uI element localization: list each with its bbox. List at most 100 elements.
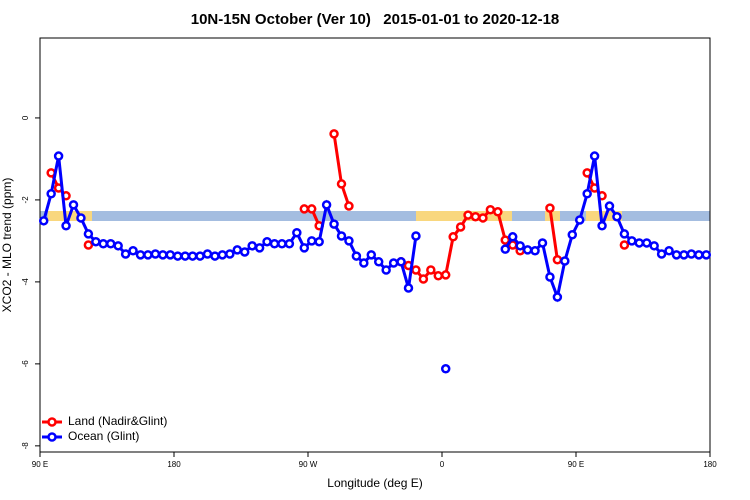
point: [202, 249, 213, 259]
point: [694, 250, 704, 260]
point: [239, 247, 250, 257]
point: [545, 272, 555, 282]
point: [105, 239, 116, 249]
point: [172, 251, 183, 261]
point: [76, 213, 86, 223]
point: [522, 245, 533, 255]
point: [582, 189, 592, 199]
x-tick-label: 180: [167, 460, 181, 469]
point: [306, 204, 317, 214]
point: [545, 203, 555, 213]
point: [381, 265, 391, 275]
point: [336, 231, 347, 241]
point: [195, 251, 205, 261]
point: [91, 236, 101, 247]
point: [83, 240, 94, 250]
point: [426, 265, 436, 275]
point: [619, 240, 630, 250]
point: [158, 250, 168, 260]
point: [679, 250, 689, 260]
point: [701, 250, 712, 260]
point: [165, 250, 176, 260]
point: [574, 215, 585, 225]
point: [478, 213, 488, 223]
point: [329, 129, 339, 139]
point: [314, 236, 324, 247]
point: [388, 258, 399, 268]
x-tick-label: 90 W: [299, 460, 318, 469]
point: [217, 250, 228, 260]
point: [589, 151, 600, 161]
point: [515, 241, 525, 251]
plot-frame: [39, 37, 711, 453]
legend-marker: [47, 432, 57, 442]
y-tick-label: -2: [21, 196, 30, 204]
point: [552, 292, 563, 302]
point: [403, 283, 414, 293]
point: [552, 255, 563, 265]
point: [411, 231, 421, 241]
y-tick-label: -6: [21, 360, 30, 368]
y-tick-label: 0: [21, 115, 30, 120]
point: [53, 151, 64, 161]
point: [641, 238, 652, 248]
point: [321, 200, 332, 210]
point: [396, 257, 406, 267]
point: [225, 249, 235, 259]
point: [619, 229, 630, 239]
point: [329, 219, 339, 229]
point: [485, 204, 496, 215]
x-tick-label: 180: [703, 460, 717, 469]
point: [46, 189, 56, 199]
point: [113, 241, 123, 251]
point: [597, 220, 607, 231]
y-tick-label: -4: [21, 278, 30, 286]
point: [493, 207, 503, 217]
point: [470, 211, 481, 222]
point: [98, 239, 109, 249]
point: [366, 250, 377, 260]
point: [210, 251, 220, 261]
point: [664, 245, 674, 256]
point: [150, 249, 161, 259]
x-tick-label: 90 E: [32, 460, 48, 469]
point: [83, 229, 94, 239]
chart-title: 10N-15N October (Ver 10) 2015-01-01 to 2…: [191, 11, 560, 28]
point: [455, 222, 466, 232]
y-tick-label: -8: [21, 442, 30, 450]
point: [567, 230, 578, 240]
point: [306, 236, 317, 246]
series: [38, 151, 712, 374]
point: [254, 243, 265, 253]
point: [560, 256, 570, 266]
point: [500, 244, 511, 254]
surface-band: [40, 211, 710, 221]
point: [344, 201, 354, 211]
point: [612, 211, 622, 222]
point: [38, 216, 49, 226]
point: [128, 245, 138, 256]
point: [180, 251, 190, 261]
point: [671, 250, 682, 260]
point: [120, 249, 131, 259]
point: [649, 241, 659, 251]
x-tick-label: 0: [440, 460, 445, 469]
legend-label: Land (Nadir&Glint): [68, 414, 167, 428]
ocean-band: [40, 211, 710, 221]
point: [187, 251, 198, 261]
point: [351, 251, 362, 261]
point: [433, 270, 444, 281]
land-band: [545, 211, 560, 221]
point: [418, 274, 429, 284]
x-tick-label: 90 E: [568, 460, 584, 469]
series: [48, 130, 628, 282]
x-axis-label: Longitude (deg E): [327, 476, 422, 490]
point: [344, 236, 354, 246]
point: [336, 179, 347, 189]
point: [299, 243, 310, 253]
point: [686, 249, 697, 259]
legend-label: Ocean (Glint): [68, 429, 139, 443]
point: [135, 250, 146, 260]
point: [537, 238, 548, 248]
